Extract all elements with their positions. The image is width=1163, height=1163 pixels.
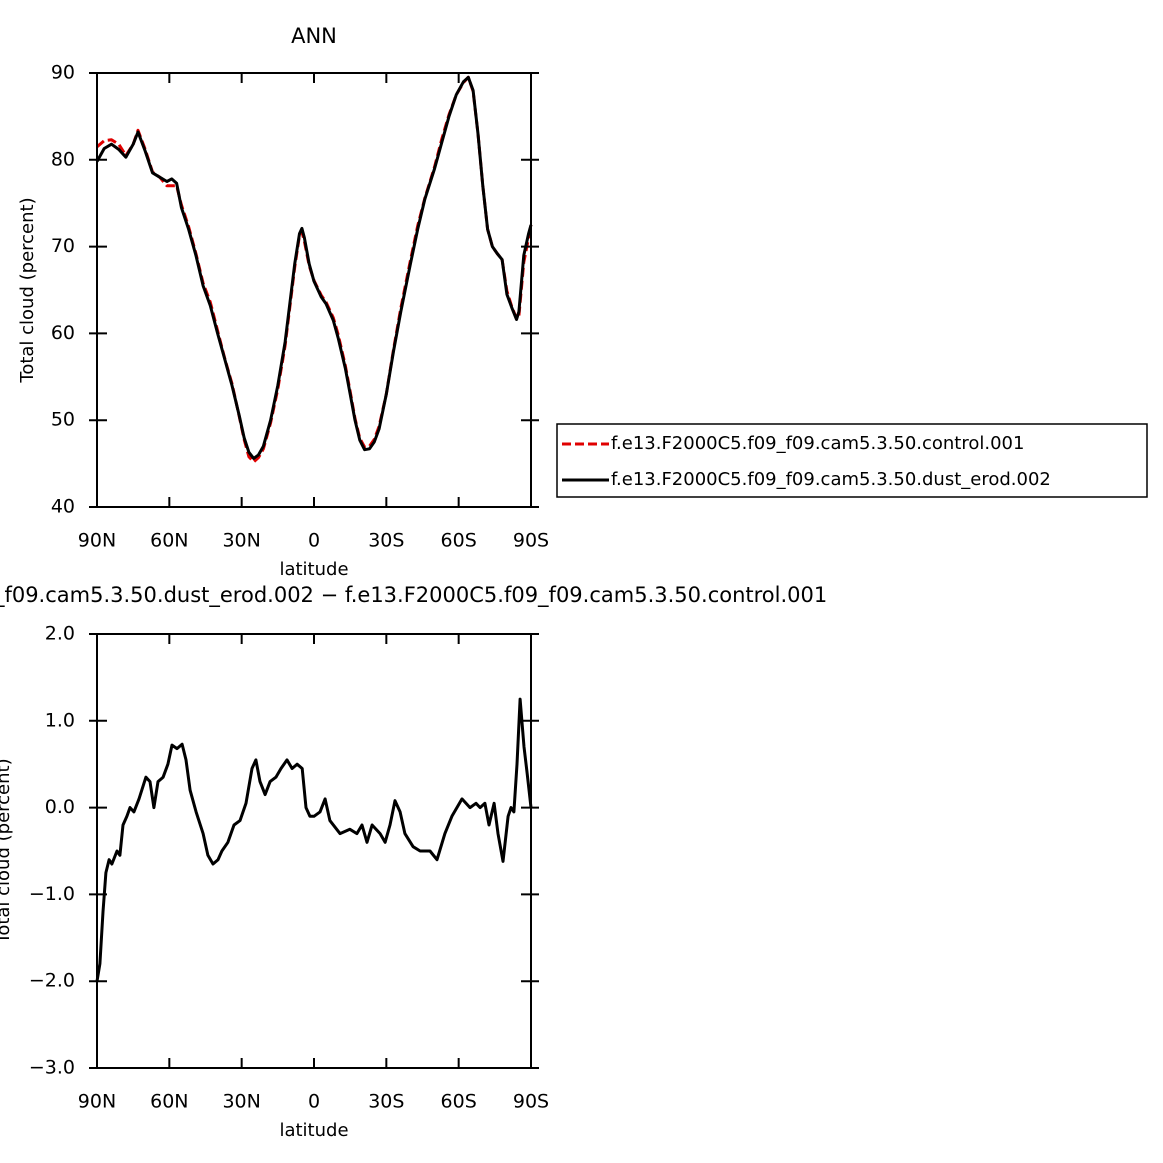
x-tick-label: 30S	[368, 1091, 404, 1113]
x-tick-label: 60N	[150, 1091, 188, 1113]
x-tick-label: 90N	[78, 530, 116, 552]
plot-frame	[96, 633, 532, 1069]
y-tick-label: 1.0	[45, 709, 75, 731]
data-line	[95, 697, 533, 982]
x-tick-label: 90S	[513, 530, 549, 552]
y-axis-label: Total cloud (percent)	[0, 758, 14, 944]
y-tick-label: 50	[51, 409, 75, 431]
x-tick-label: 0	[308, 1091, 320, 1113]
x-tick-label: 60N	[150, 530, 188, 552]
y-tick-label: 2.0	[45, 623, 75, 645]
data-line	[96, 75, 533, 464]
x-axis-label: latitude	[279, 559, 348, 580]
x-tick-label: 60S	[441, 530, 477, 552]
legend-entry: f.e13.F2000C5.f09_f09.cam5.3.50.dust_ero…	[611, 469, 1051, 490]
legend-box	[556, 423, 1148, 498]
y-tick-label: 70	[51, 235, 75, 257]
x-tick-label: 90N	[78, 1091, 116, 1113]
y-tick-label: 0.0	[45, 796, 75, 818]
y-tick-label: 40	[51, 496, 75, 518]
chart-title: f.e13.F2000C5.f09_f09.cam5.3.50.dust_ero…	[0, 583, 827, 608]
x-tick-label: 30N	[222, 530, 260, 552]
x-tick-label: 0	[308, 530, 320, 552]
x-tick-label: 90S	[513, 1091, 549, 1113]
x-tick-label: 30S	[368, 530, 404, 552]
y-tick-label: 80	[51, 148, 75, 170]
y-axis-label: Total cloud (percent)	[17, 197, 38, 383]
plot-frame	[96, 72, 532, 508]
y-tick-label: −3.0	[29, 1057, 75, 1079]
legend-entry: f.e13.F2000C5.f09_f09.cam5.3.50.control.…	[611, 433, 1024, 454]
x-axis-label: latitude	[279, 1120, 348, 1141]
y-tick-label: 60	[51, 322, 75, 344]
y-tick-label: 90	[51, 62, 75, 84]
chart-title: ANN	[291, 24, 337, 48]
x-tick-label: 60S	[441, 1091, 477, 1113]
y-tick-label: −2.0	[29, 970, 75, 992]
data-line	[95, 75, 533, 460]
y-tick-label: −1.0	[29, 883, 75, 905]
x-tick-label: 30N	[222, 1091, 260, 1113]
